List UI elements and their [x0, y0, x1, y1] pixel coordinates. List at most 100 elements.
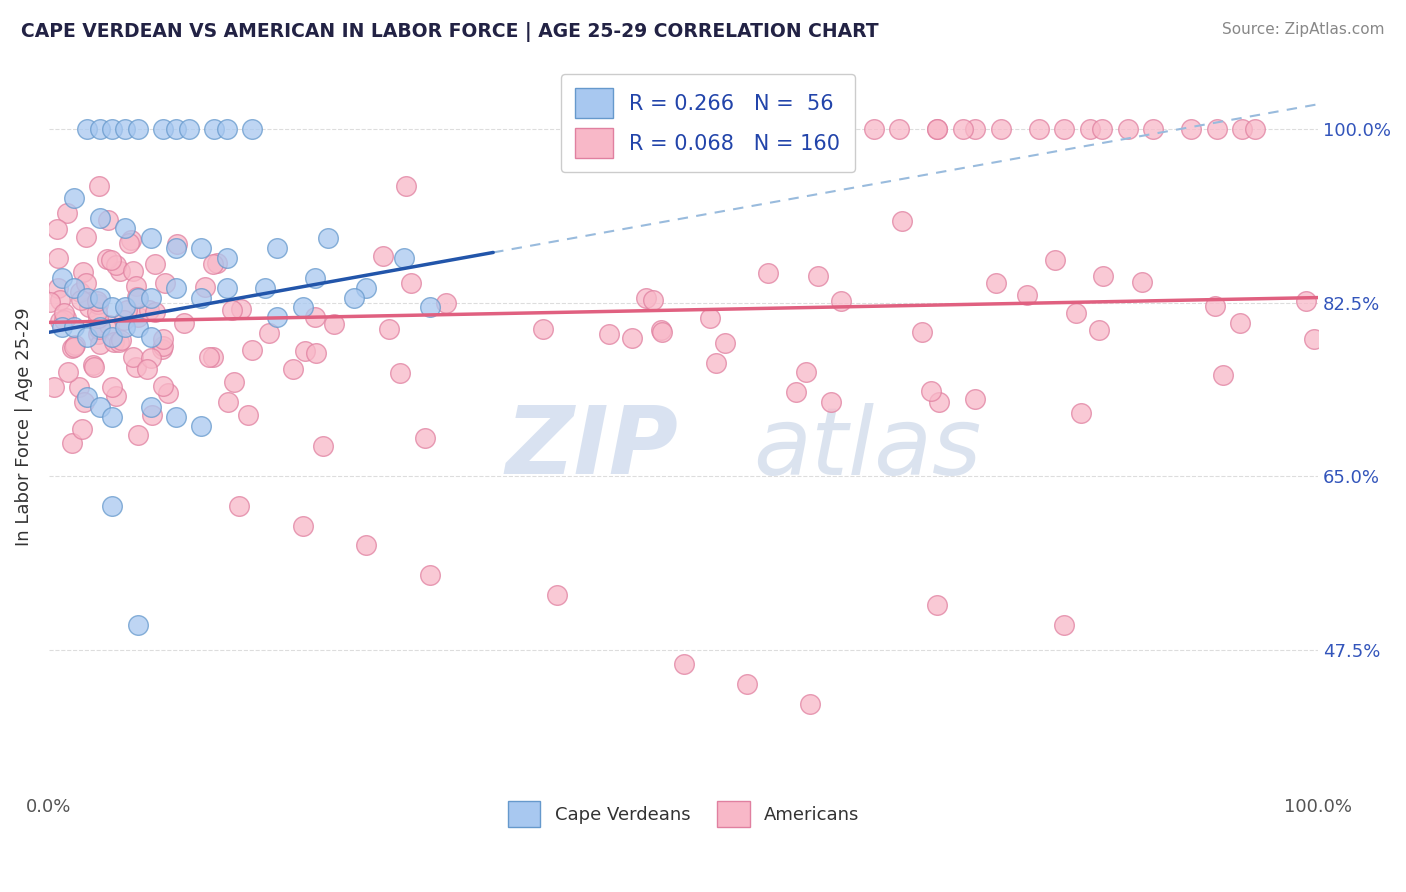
Point: [531, 322, 554, 336]
Point: [110, 334, 132, 348]
Point: [911, 325, 934, 339]
Point: [1302, 332, 1324, 346]
Point: [153, 277, 176, 291]
Point: [63, 280, 86, 294]
Point: [89, 337, 111, 351]
Point: [165, 409, 187, 424]
Point: [236, 408, 259, 422]
Point: [388, 366, 411, 380]
Point: [83, 360, 105, 375]
Point: [138, 302, 160, 317]
Point: [75, 229, 97, 244]
Point: [52, 306, 75, 320]
Point: [761, 122, 783, 136]
Point: [240, 122, 263, 136]
Point: [342, 291, 364, 305]
Point: [56, 365, 79, 379]
Point: [49, 314, 72, 328]
Point: [152, 338, 174, 352]
Point: [1204, 299, 1226, 313]
Point: [127, 310, 149, 325]
Point: [291, 518, 314, 533]
Point: [136, 361, 159, 376]
Point: [641, 293, 664, 307]
Point: [1064, 306, 1087, 320]
Point: [76, 330, 98, 344]
Point: [165, 280, 187, 294]
Point: [205, 256, 228, 270]
Point: [394, 251, 416, 265]
Point: [173, 316, 195, 330]
Legend: Cape Verdeans, Americans: Cape Verdeans, Americans: [499, 792, 869, 836]
Point: [202, 122, 225, 136]
Point: [122, 351, 145, 365]
Point: [190, 291, 212, 305]
Point: [434, 295, 457, 310]
Point: [419, 568, 441, 582]
Point: [1229, 316, 1251, 330]
Point: [152, 379, 174, 393]
Point: [87, 327, 110, 342]
Point: [120, 233, 142, 247]
Point: [103, 335, 125, 350]
Point: [72, 394, 94, 409]
Point: [89, 211, 111, 226]
Point: [259, 326, 281, 341]
Point: [89, 400, 111, 414]
Point: [1087, 323, 1109, 337]
Point: [758, 266, 780, 280]
Point: [101, 409, 124, 424]
Point: [699, 310, 721, 325]
Point: [98, 318, 121, 333]
Point: [266, 310, 288, 325]
Point: [89, 178, 111, 193]
Point: [190, 241, 212, 255]
Point: [75, 276, 97, 290]
Point: [1243, 122, 1265, 136]
Point: [704, 356, 727, 370]
Point: [156, 386, 179, 401]
Point: [785, 385, 807, 400]
Point: [231, 302, 253, 317]
Point: [1053, 617, 1076, 632]
Point: [634, 291, 657, 305]
Point: [193, 279, 215, 293]
Point: [44, 379, 66, 393]
Point: [373, 249, 395, 263]
Point: [990, 122, 1012, 136]
Point: [86, 294, 108, 309]
Point: [76, 122, 98, 136]
Point: [117, 302, 139, 317]
Point: [1180, 122, 1202, 136]
Point: [799, 697, 821, 711]
Point: [166, 237, 188, 252]
Point: [100, 252, 122, 267]
Point: [356, 539, 378, 553]
Text: atlas: atlas: [754, 403, 981, 494]
Point: [127, 291, 149, 305]
Point: [60, 436, 83, 450]
Point: [1116, 122, 1139, 136]
Point: [215, 280, 238, 294]
Point: [46, 251, 69, 265]
Point: [152, 332, 174, 346]
Point: [202, 351, 225, 365]
Point: [108, 334, 131, 349]
Point: [152, 122, 174, 136]
Point: [952, 122, 974, 136]
Point: [101, 330, 124, 344]
Point: [891, 214, 914, 228]
Point: [108, 263, 131, 277]
Point: [1091, 269, 1114, 284]
Point: [965, 392, 987, 407]
Point: [415, 431, 437, 445]
Point: [824, 122, 846, 136]
Point: [928, 394, 950, 409]
Point: [77, 300, 100, 314]
Point: [87, 310, 110, 325]
Point: [87, 297, 110, 311]
Point: [70, 293, 93, 307]
Point: [105, 389, 128, 403]
Point: [221, 303, 243, 318]
Point: [39, 295, 62, 310]
